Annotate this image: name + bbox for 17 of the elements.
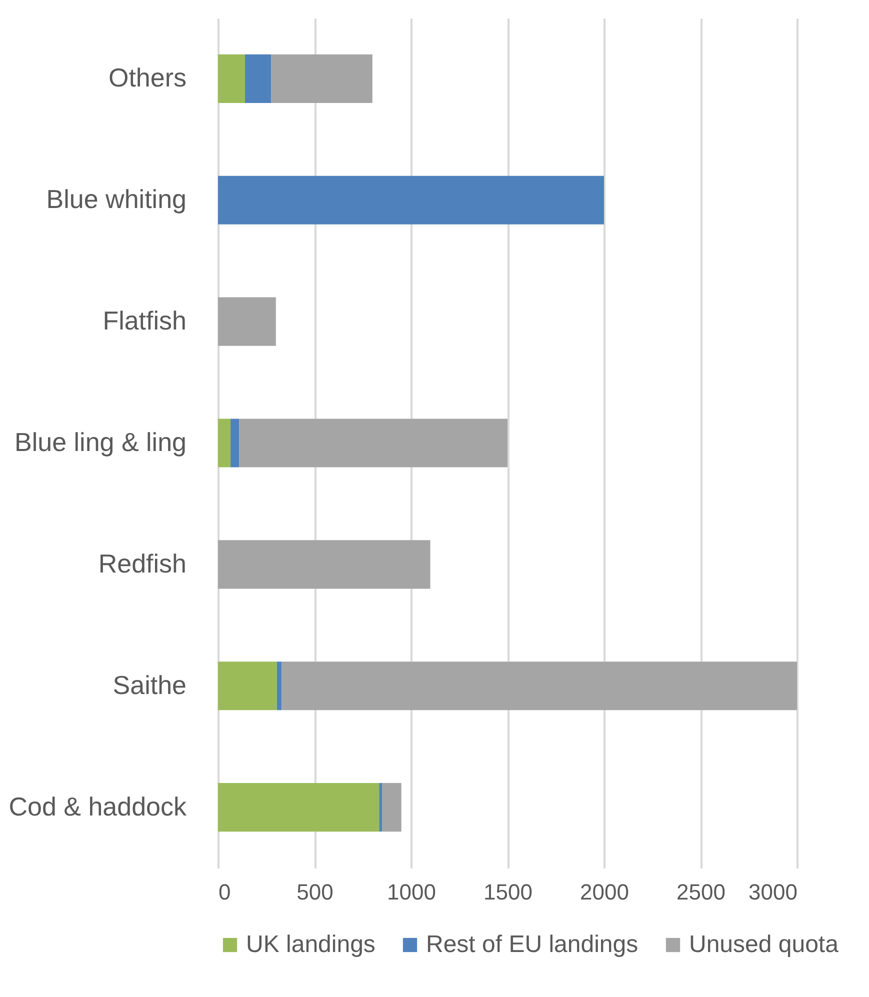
y-tick-label: Cod & haddock [8,791,188,822]
y-tick-label: Redfish [98,548,186,578]
x-tick-label: 1500 [484,880,532,904]
y-tick-label: Blue whiting [46,184,186,214]
y-tick-label: Blue ling & ling [14,427,186,457]
y-tick-label: Saithe [112,670,186,700]
x-tick-label: 500 [296,880,334,904]
y-tick-label: Flatfish [102,306,186,336]
x-tick-label: 3000 [748,880,798,904]
x-tick-label: 1000 [387,880,436,904]
y-tick-label: Others [108,62,186,93]
x-tick-label: 2000 [580,880,629,904]
x-tick-label: 2500 [676,880,726,904]
legend-label: UK landings [246,931,376,958]
x-tick-label: 0 [218,880,231,904]
legend-label: Rest of EU landings [426,931,638,958]
legend-label: Unused quota [689,931,840,958]
